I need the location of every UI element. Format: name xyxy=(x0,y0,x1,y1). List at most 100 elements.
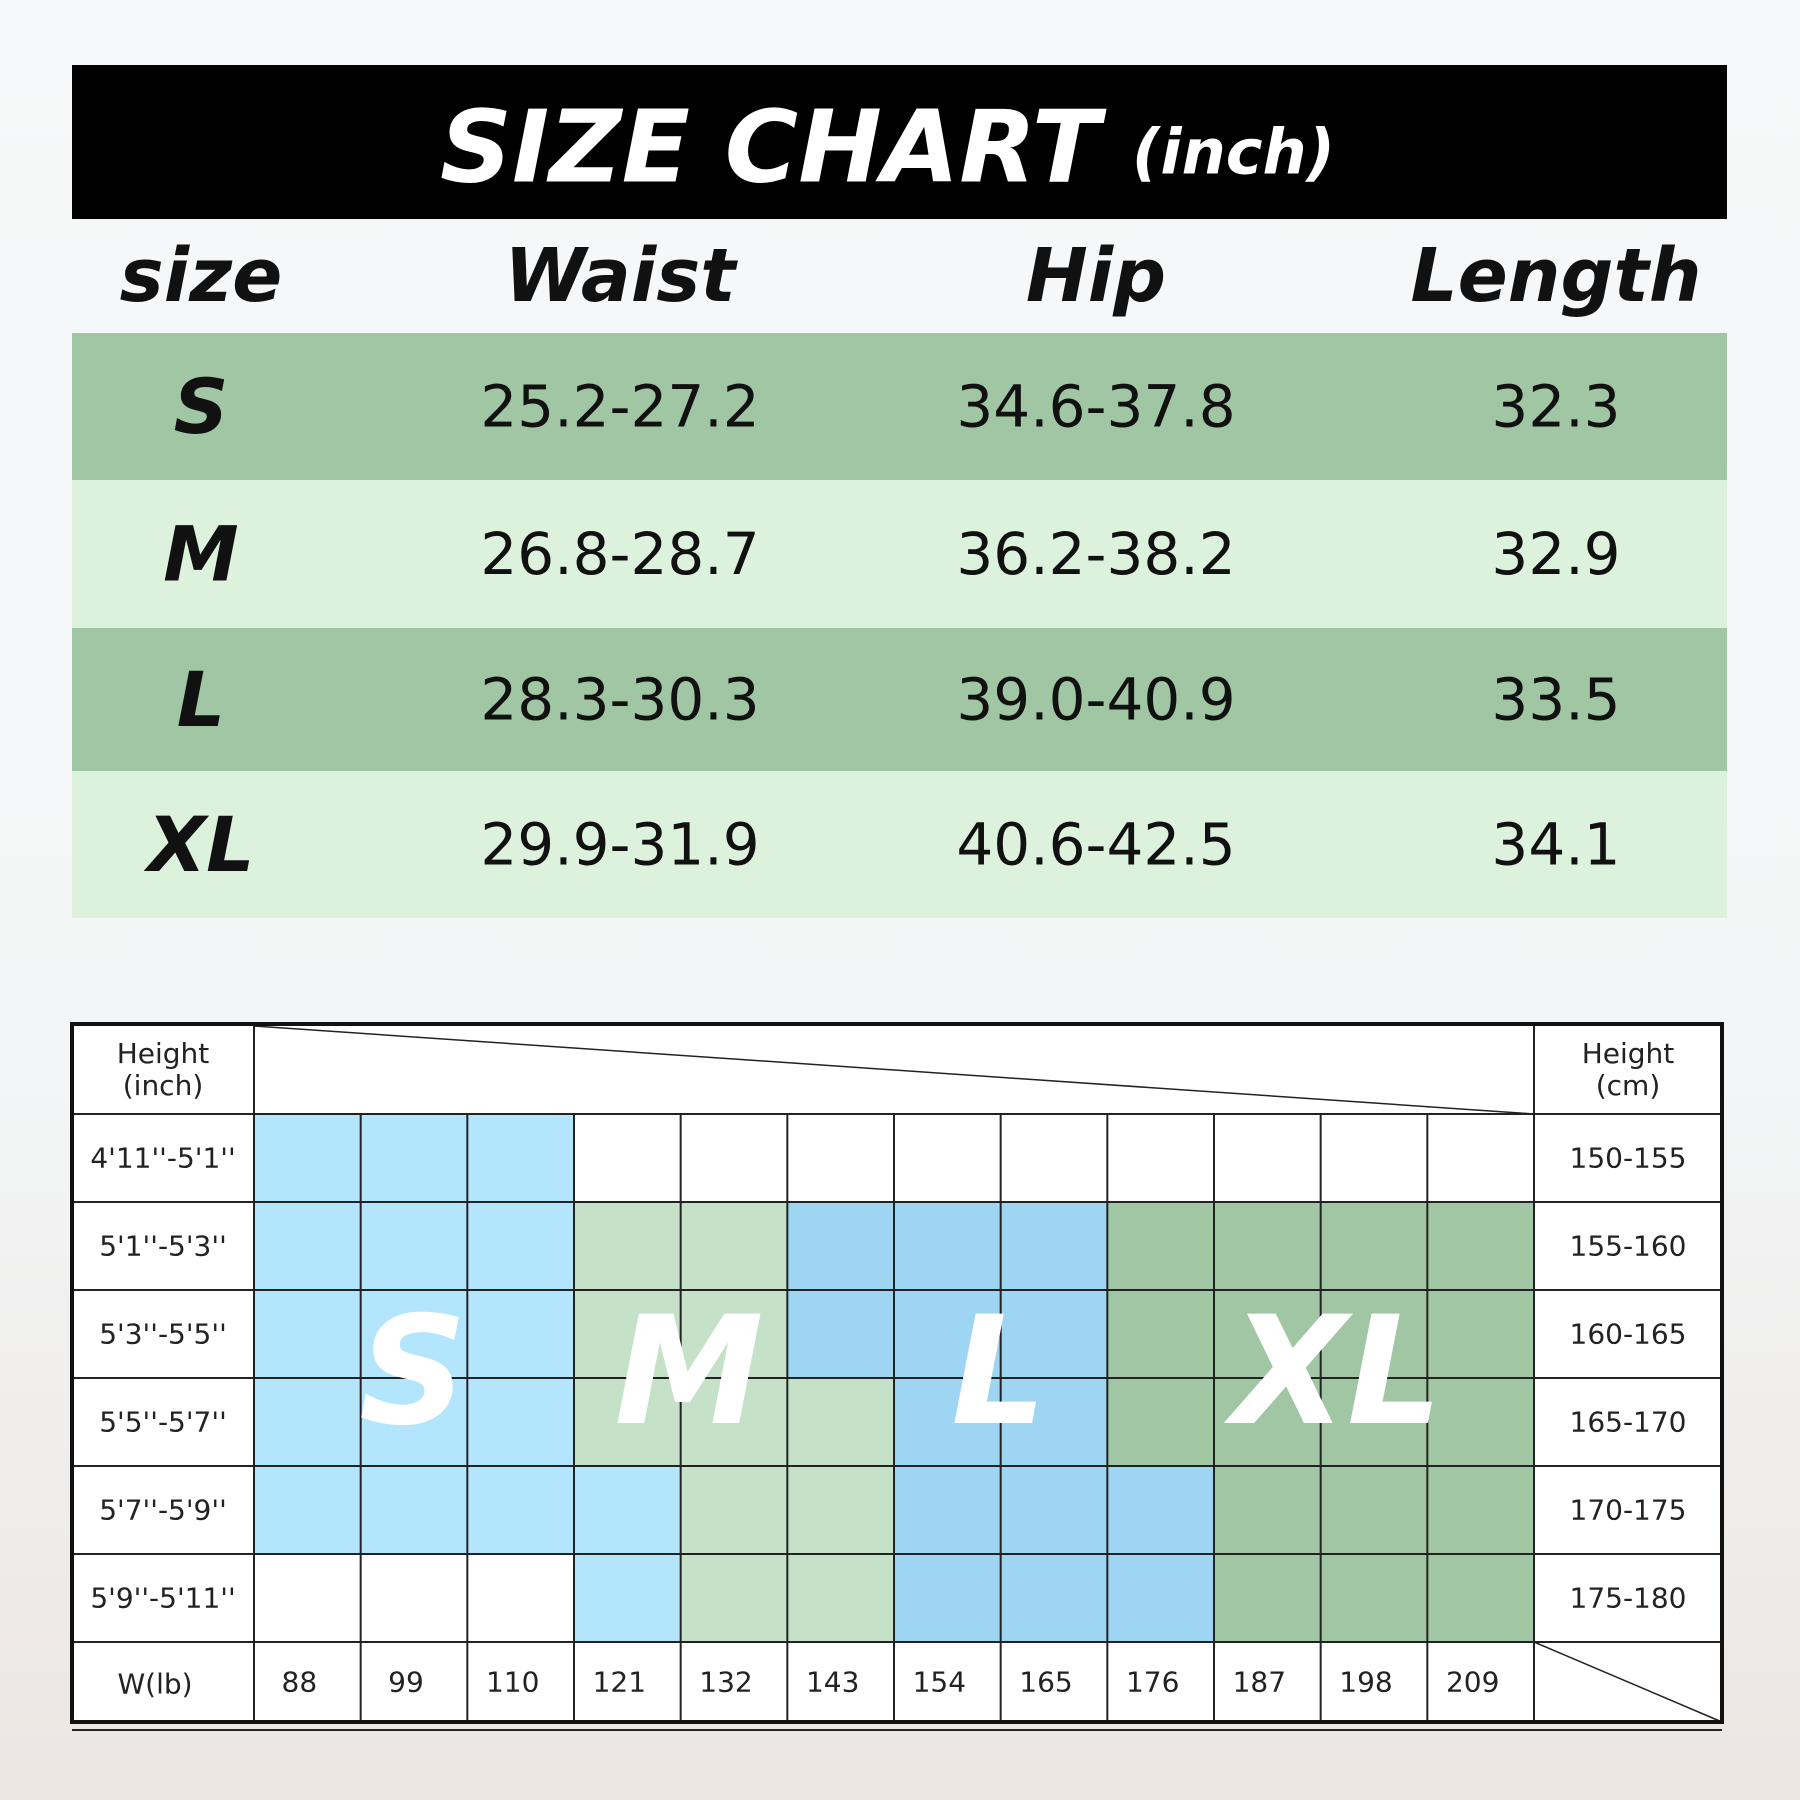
fit-cell xyxy=(467,1466,574,1554)
measurement: 32.3 xyxy=(1491,373,1620,441)
fit-cell xyxy=(680,1378,788,1466)
fit-cell xyxy=(680,1114,788,1202)
fit-cell xyxy=(1320,1202,1428,1290)
diagonal xyxy=(253,1025,1535,1115)
fit-cell xyxy=(254,1290,361,1378)
height-cm: 170-175 xyxy=(1570,1494,1687,1527)
table-row xyxy=(72,333,1727,480)
measurement: 26.8-28.7 xyxy=(480,520,759,588)
measurement: 29.9-31.9 xyxy=(480,811,759,879)
fit-cell xyxy=(787,1290,894,1378)
fit-cell xyxy=(894,1466,1001,1554)
fit-cell xyxy=(1214,1466,1321,1554)
height-cm: 155-160 xyxy=(1570,1230,1687,1263)
fit-cell xyxy=(894,1378,1001,1466)
fit-cell xyxy=(574,1290,681,1378)
fit-cell xyxy=(467,1202,574,1290)
fit-cell xyxy=(1427,1466,1534,1554)
fit-cell xyxy=(787,1202,894,1290)
fit-cell xyxy=(1000,1202,1108,1290)
weight: 187 xyxy=(1233,1666,1286,1699)
title-banner xyxy=(72,65,1727,219)
weight: 143 xyxy=(806,1666,859,1699)
column-header: Length xyxy=(1410,233,1701,319)
fit-cell xyxy=(1320,1466,1428,1554)
fit-cell xyxy=(680,1466,788,1554)
table-row xyxy=(72,480,1727,628)
fit-cell xyxy=(254,1114,361,1202)
fit-cell xyxy=(1107,1290,1214,1378)
weight-label: W(lb) xyxy=(117,1668,192,1701)
fit-cell xyxy=(1107,1202,1214,1290)
fit-cell xyxy=(1107,1554,1214,1642)
fit-cell xyxy=(894,1114,1001,1202)
height-inch: 5'9''-5'11'' xyxy=(90,1582,235,1615)
height-inch: 4'11''-5'1'' xyxy=(90,1142,235,1175)
fit-cell xyxy=(787,1114,894,1202)
fit-cell xyxy=(254,1378,361,1466)
fit-cell xyxy=(1427,1378,1534,1466)
fit-cell xyxy=(360,1202,468,1290)
measurement: 40.6-42.5 xyxy=(956,811,1235,879)
fit-cell xyxy=(574,1554,681,1642)
measurement: 32.9 xyxy=(1491,520,1620,588)
measurement: 28.3-30.3 xyxy=(480,666,759,734)
fit-cell xyxy=(360,1378,468,1466)
fit-cell xyxy=(680,1202,788,1290)
fit-cell xyxy=(1427,1114,1534,1202)
fit-cell xyxy=(1427,1290,1534,1378)
table-row xyxy=(72,771,1727,918)
weight: 99 xyxy=(388,1666,424,1699)
measurement: 39.0-40.9 xyxy=(956,666,1235,734)
height-cm: 165-170 xyxy=(1570,1406,1687,1439)
weight: 176 xyxy=(1126,1666,1179,1699)
fit-cell xyxy=(360,1554,468,1642)
weight: 165 xyxy=(1019,1666,1072,1699)
measurement: 33.5 xyxy=(1491,666,1620,734)
fit-cell xyxy=(787,1554,894,1642)
fit-cell xyxy=(1107,1378,1214,1466)
fit-cell xyxy=(1000,1114,1108,1202)
title: SIZE CHART xyxy=(440,89,1107,206)
fit-cell xyxy=(360,1114,468,1202)
size-label: M xyxy=(163,510,239,599)
height-cm: 150-155 xyxy=(1570,1142,1687,1175)
fit-cell xyxy=(894,1202,1001,1290)
weight: 88 xyxy=(282,1666,318,1699)
size-label: XL xyxy=(143,800,254,889)
column-header: size xyxy=(120,233,283,319)
weight: 198 xyxy=(1339,1666,1392,1699)
fit-cell xyxy=(787,1466,894,1554)
fit-cell xyxy=(574,1114,681,1202)
fit-cell xyxy=(467,1554,574,1642)
fit-cell xyxy=(254,1466,361,1554)
fit-cell xyxy=(1000,1554,1108,1642)
measurement: 34.6-37.8 xyxy=(956,373,1235,441)
size-label: S xyxy=(174,362,229,451)
weight: 209 xyxy=(1446,1666,1499,1699)
fit-cell xyxy=(1214,1554,1321,1642)
grid-border xyxy=(70,1022,1724,1724)
fit-cell xyxy=(1214,1290,1321,1378)
fit-cell xyxy=(1214,1202,1321,1290)
fit-cell xyxy=(1214,1378,1321,1466)
weight: 132 xyxy=(699,1666,752,1699)
height-inch: 5'5''-5'7'' xyxy=(99,1406,227,1439)
fit-cell xyxy=(574,1202,681,1290)
fit-cell xyxy=(1427,1554,1534,1642)
height-inch: 5'3''-5'5'' xyxy=(99,1318,227,1351)
measurement: 36.2-38.2 xyxy=(956,520,1235,588)
fit-cell xyxy=(894,1554,1001,1642)
fit-cell xyxy=(1000,1290,1108,1378)
diagonal xyxy=(1533,1641,1723,1723)
title-unit: (inch) xyxy=(1132,116,1335,189)
fit-cell xyxy=(254,1202,361,1290)
fit-cell xyxy=(574,1466,681,1554)
fit-cell xyxy=(1107,1466,1214,1554)
fit-cell xyxy=(1214,1114,1321,1202)
fit-cell xyxy=(467,1290,574,1378)
fit-cell xyxy=(1000,1378,1108,1466)
weight: 121 xyxy=(593,1666,646,1699)
